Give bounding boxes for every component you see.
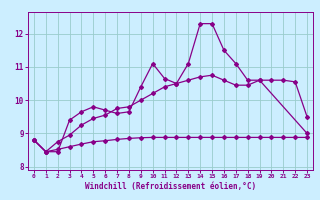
X-axis label: Windchill (Refroidissement éolien,°C): Windchill (Refroidissement éolien,°C) xyxy=(85,182,256,191)
